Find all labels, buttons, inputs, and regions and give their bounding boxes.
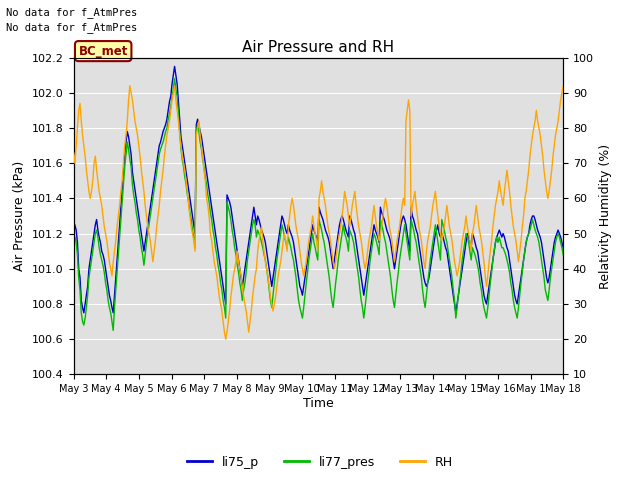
Text: No data for f_AtmPres: No data for f_AtmPres xyxy=(6,7,138,18)
Text: BC_met: BC_met xyxy=(79,45,128,58)
Title: Air Pressure and RH: Air Pressure and RH xyxy=(243,40,394,55)
X-axis label: Time: Time xyxy=(303,397,334,410)
Y-axis label: Relativity Humidity (%): Relativity Humidity (%) xyxy=(600,144,612,288)
Legend: li75_p, li77_pres, RH: li75_p, li77_pres, RH xyxy=(182,451,458,474)
Y-axis label: Air Pressure (kPa): Air Pressure (kPa) xyxy=(13,161,26,271)
Text: No data for f_AtmPres: No data for f_AtmPres xyxy=(6,22,138,33)
